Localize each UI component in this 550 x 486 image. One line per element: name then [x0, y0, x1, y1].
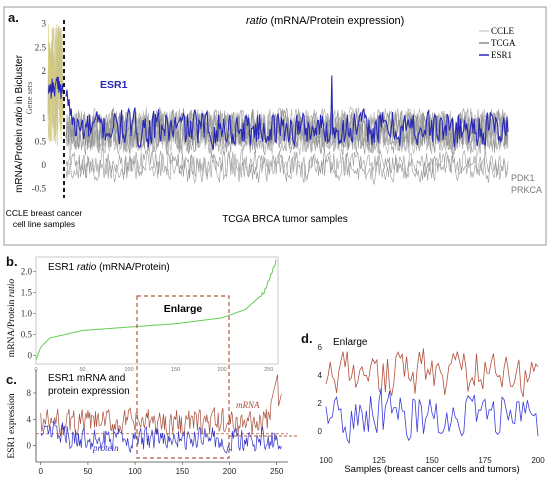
panel-c-series: [40, 374, 282, 454]
panel-b-x-tick: 250: [264, 367, 273, 373]
panel-d-xlabel: Samples (breast cancer cells and tumors): [344, 464, 519, 475]
protein-series-line: [40, 420, 282, 454]
esr1-tcga-line: [65, 75, 509, 150]
panel-c-title-line1: ESR1 mRNA and: [48, 373, 125, 384]
panel-a-y-tick: 1: [42, 113, 47, 123]
panel-d: d. Enlarge 0 2 4 6 100 125 150 175 200 Samples (…: [301, 331, 545, 475]
panel-a-y-tick: -0.5: [32, 184, 47, 194]
panel-c-x-tick: 100: [128, 467, 142, 476]
panel-b-x-tick: 150: [171, 367, 180, 373]
panel-b-ylabel: mRNA/Protein ratio: [7, 279, 17, 358]
panel-a-y-ticks: 3 2.5 2 1 0.5 0 -0.5: [32, 19, 47, 194]
panel-d-series: [325, 348, 539, 444]
ccle-series-line: [47, 27, 64, 147]
ccle-region-label-2: cell line samples: [13, 219, 75, 229]
panel-b-y-tick: 1.0: [21, 309, 33, 319]
panel-d-axes: 0 2 4 6 100 125 150 175 200: [318, 343, 546, 465]
panel-a-y-tick: 3: [42, 19, 47, 29]
panel-c-x-tick: 50: [83, 467, 92, 476]
panel-a-ylabel: mRNA/Protein ratio in Bicluster: [14, 54, 25, 192]
panel-b-x-tick: 50: [79, 367, 85, 373]
panel-a-y-tick: 0.5: [35, 136, 47, 146]
panel-b-series: [35, 259, 277, 360]
ccle-region-label-1: CCLE breast cancer: [6, 208, 83, 218]
panel-a-y-tick: 2: [42, 66, 47, 76]
enlarge-label: Enlarge: [164, 303, 203, 315]
enlarge-rectangle: [136, 295, 230, 459]
panel-c-x-tick: 200: [223, 467, 237, 476]
protein-annotation: protein: [92, 443, 119, 453]
prkca-series-line: [65, 151, 509, 185]
panel-d-y-tick: 0: [318, 427, 323, 436]
tcga-region-label: TCGA BRCA tumor samples: [222, 214, 348, 225]
panel-b-axes: 00.51.01.52.0050100150200250: [21, 256, 279, 373]
panel-b-title: ESR1 ratio (mRNA/Protein): [48, 262, 170, 273]
panel-c-x-tick: 0: [38, 467, 43, 476]
panel-b-x-tick: 200: [218, 367, 227, 373]
mrna-enlarged-line: [325, 348, 539, 398]
esr1-ccle-line: [47, 76, 64, 100]
panel-a-y-tick: 0: [42, 160, 47, 170]
protein-enlarged-line: [325, 388, 539, 444]
panel-d-letter: d.: [301, 331, 313, 346]
panel-d-y-tick: 6: [318, 343, 323, 352]
panel-d-y-tick: 4: [318, 371, 323, 380]
panel-a: a. ratio (mRNA/Protein expression) mRNA/…: [3, 6, 547, 246]
panel-b-x-tick: 100: [124, 367, 133, 373]
panel-b: b. ESR1 ratio (mRNA/Protein) mRNA/Protei…: [6, 254, 279, 373]
esr1-ratio-line: [35, 259, 277, 360]
panel-a-series: [47, 24, 509, 185]
panel-d-x-tick: 125: [372, 456, 386, 465]
enlarge-box: Enlarge: [136, 295, 299, 459]
panel-c-y-tick: 8: [27, 388, 32, 398]
panel-c-ylabel: ESR1 expression: [7, 393, 17, 458]
panel-a-letter: a.: [8, 10, 19, 25]
panel-a-title: ratio (mRNA/Protein expression): [246, 15, 404, 27]
legend-ccle-label: CCLE: [491, 26, 515, 36]
panel-b-y-tick: 1.5: [21, 288, 33, 298]
panel-c-title-line2: protein expression: [48, 386, 130, 397]
tcga-series-line: [65, 107, 509, 157]
panel-b-y-tick: 0: [28, 351, 33, 361]
panel-a-y-tick: 2.5: [35, 42, 47, 52]
panel-d-y-tick: 2: [318, 399, 323, 408]
panel-c-y-tick: 0: [27, 441, 32, 451]
panel-d-x-tick: 100: [319, 456, 333, 465]
panel-b-plot-frame: [35, 256, 279, 365]
legend-tcga-label: TCGA: [491, 38, 516, 48]
prkca-annotation: PRKCA: [511, 185, 542, 195]
panel-d-x-tick: 200: [531, 456, 545, 465]
panel-b-y-tick: 2.0: [21, 267, 33, 277]
panel-b-letter: b.: [6, 254, 18, 269]
mrna-annotation: mRNA: [236, 400, 260, 410]
panel-d-x-tick: 175: [478, 456, 492, 465]
panel-b-y-tick: 0.5: [21, 330, 33, 340]
mrna-series-line: [40, 374, 282, 440]
panel-c: c. ESR1 mRNA and protein expression ESR1…: [6, 370, 288, 476]
panel-c-y-tick: 4: [27, 414, 32, 424]
panel-c-letter: c.: [6, 372, 17, 387]
panel-a-ylabel-sub: Gene sets: [24, 82, 34, 115]
legend-esr1-label: ESR1: [491, 50, 512, 60]
panel-d-title: Enlarge: [333, 337, 368, 348]
panel-c-x-tick: 250: [270, 467, 284, 476]
panel-a-legend: CCLE TCGA ESR1: [479, 26, 516, 60]
pdk1-annotation: PDK1: [511, 173, 535, 183]
panel-d-x-tick: 150: [425, 456, 439, 465]
panel-c-x-tick: 150: [176, 467, 190, 476]
esr1-annotation: ESR1: [100, 79, 128, 91]
